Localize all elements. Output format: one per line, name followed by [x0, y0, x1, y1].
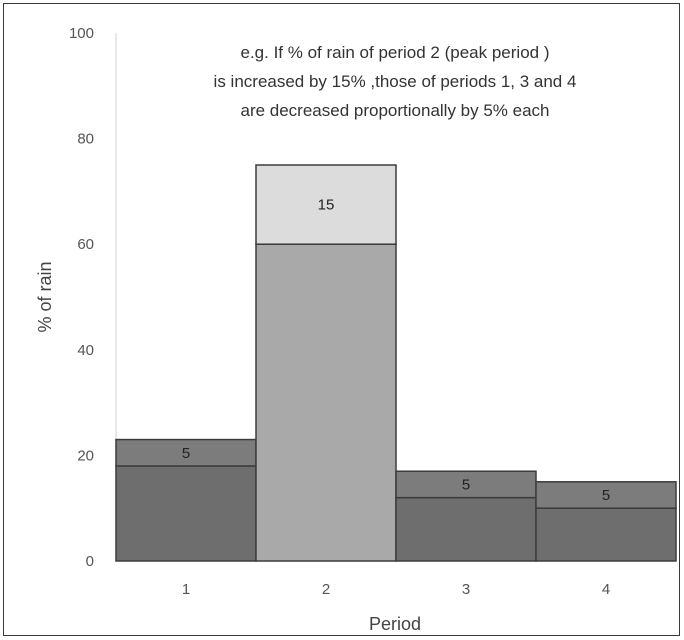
annotation-line-1: e.g. If % of rain of period 2 (peak peri… — [240, 43, 549, 62]
annotation-line-3: are decreased proportionally by 5% each — [240, 101, 549, 120]
annotation-line-2: is increased by 15% ,those of periods 1,… — [214, 72, 577, 91]
y-tick-label-100: 100 — [69, 25, 94, 42]
x-axis-title: Period — [369, 614, 421, 634]
bar-change-period-4 — [535, 481, 677, 509]
y-axis-title: % of rain — [35, 261, 55, 332]
data-label-period-4: 5 — [602, 487, 610, 504]
y-tick-label-0: 0 — [86, 553, 94, 570]
bar-base-period-2 — [255, 243, 397, 562]
bar-base-period-3 — [395, 496, 537, 562]
y-tick-label-60: 60 — [77, 236, 94, 253]
data-label-period-3: 5 — [462, 476, 470, 493]
x-tick-label-4: 4 — [602, 581, 610, 598]
x-tick-label-3: 3 — [462, 581, 470, 598]
y-tick-label-40: 40 — [77, 342, 94, 359]
y-tick-label-80: 80 — [77, 131, 94, 148]
y-tick-label-20: 20 — [77, 447, 94, 464]
bar-change-period-3 — [395, 470, 537, 499]
data-label-period-1: 5 — [182, 445, 190, 462]
x-tick-label-1: 1 — [182, 581, 190, 598]
bar-base-period-1 — [115, 465, 257, 562]
bar-base-period-4 — [535, 507, 677, 562]
data-label-period-2: 15 — [318, 197, 335, 214]
x-tick-label-2: 2 — [322, 581, 330, 598]
bar-change-period-2 — [255, 164, 397, 245]
